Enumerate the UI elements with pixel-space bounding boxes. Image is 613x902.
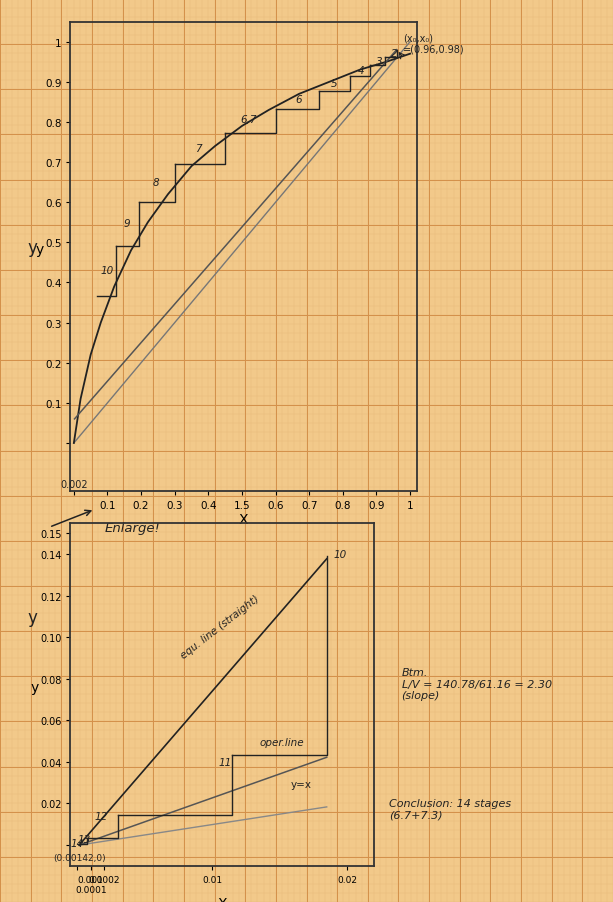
Text: 10: 10 (333, 549, 347, 559)
Text: equ. line (straight): equ. line (straight) (178, 593, 261, 660)
Text: 2: 2 (390, 49, 397, 59)
Text: 13: 13 (77, 834, 91, 844)
Text: y: y (28, 238, 37, 256)
Text: 3: 3 (376, 57, 382, 67)
Text: 0.002: 0.002 (61, 480, 88, 490)
Text: 10: 10 (100, 266, 113, 276)
Text: Enlarge!: Enlarge! (104, 521, 160, 534)
Text: Conclusion: 14 stages
(6.7+7.3): Conclusion: 14 stages (6.7+7.3) (389, 798, 511, 820)
Text: y=x: y=x (291, 779, 311, 789)
Text: 6: 6 (295, 95, 302, 105)
Y-axis label: y: y (36, 243, 44, 257)
Text: 8: 8 (153, 178, 159, 188)
Text: 14: 14 (70, 838, 84, 848)
Text: 12: 12 (95, 811, 108, 821)
X-axis label: X: X (218, 896, 227, 902)
Y-axis label: y: y (30, 680, 39, 695)
Text: 5: 5 (331, 78, 338, 88)
Text: 7: 7 (195, 143, 202, 154)
X-axis label: X: X (239, 512, 248, 526)
Text: (x₀,x₀)
=(0.96,0.98): (x₀,x₀) =(0.96,0.98) (403, 33, 465, 55)
Text: Btm.
L/V = 140.78/61.16 = 2.30
(slope): Btm. L/V = 140.78/61.16 = 2.30 (slope) (402, 667, 552, 701)
Text: oper.line: oper.line (259, 738, 304, 748)
Text: 11: 11 (219, 757, 232, 767)
Text: 9: 9 (124, 219, 131, 229)
Text: 6,7: 6,7 (240, 115, 257, 124)
Text: (0.00142,0): (0.00142,0) (53, 852, 105, 861)
Text: y: y (28, 608, 37, 626)
Text: 4: 4 (358, 66, 365, 76)
